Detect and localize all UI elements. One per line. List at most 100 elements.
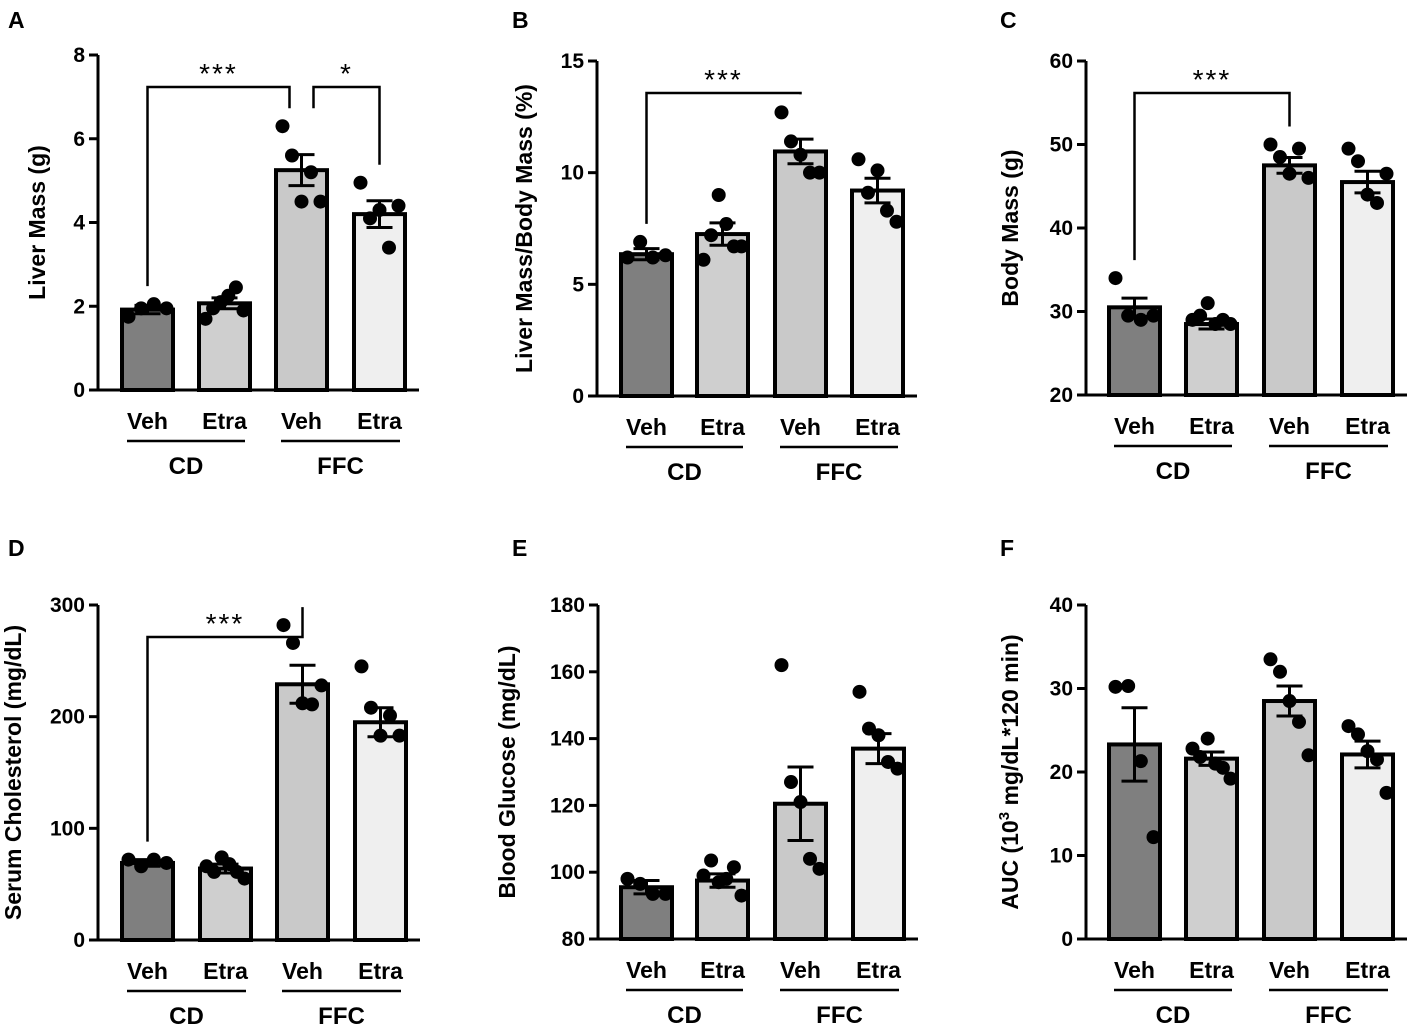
data-point-e-1-1: [704, 853, 719, 868]
bar-a-3: [352, 212, 407, 392]
group-label-b-1: FFC: [816, 459, 863, 486]
data-point-a-3-2: [372, 202, 387, 217]
data-point-c-3-2: [1360, 187, 1375, 202]
data-point-a-3-3: [382, 240, 396, 255]
panel-letter-b: B: [512, 7, 529, 33]
bar-b-2: [773, 149, 828, 398]
category-label-c-0: Veh: [1114, 413, 1155, 439]
data-point-b-0-0: [620, 250, 635, 265]
y-tick-label-f-0: 0: [1061, 928, 1073, 951]
bar-d-3: [353, 720, 408, 942]
y-tick-label-c-2: 40: [1050, 217, 1073, 240]
y-axis-label-main-f: AUC (10: [997, 820, 1023, 909]
bar-e-3: [851, 746, 906, 941]
y-tick-label-c-1: 30: [1050, 301, 1073, 324]
category-label-f-3: Etra: [1345, 957, 1390, 983]
data-point-b-1-2: [711, 188, 726, 202]
bar-c-2: [1262, 163, 1317, 397]
y-tick-label-d-1: 100: [50, 817, 85, 840]
data-point-a-0-0: [121, 309, 136, 324]
data-point-d-0-0: [121, 852, 136, 867]
data-point-f-2-2: [1282, 694, 1297, 709]
data-point-a-2-0: [275, 119, 290, 134]
data-point-d-0-2: [146, 852, 161, 867]
category-label-b-1: Etra: [700, 414, 745, 440]
panel-f: F AUC (103 mg/dL*120 min) 0 10 20 30 40 Veh Etra…: [996, 535, 1407, 1028]
data-point-e-2-0: [774, 658, 789, 673]
category-label-b-2: Veh: [780, 414, 821, 440]
data-point-c-3-3: [1370, 195, 1384, 210]
y-axis-label-d: Serum Cholesterol (mg/dL): [0, 625, 26, 920]
data-point-b-2-4: [812, 165, 827, 180]
data-point-c-0-2: [1133, 312, 1148, 327]
y-tick-label-e-4: 160: [550, 661, 585, 684]
panel-letter-a: A: [8, 7, 25, 33]
data-point-b-0-3: [658, 248, 673, 263]
data-point-d-3-2: [373, 728, 388, 743]
data-point-e-2-4: [812, 861, 827, 876]
data-point-e-3-2: [871, 728, 886, 743]
y-tick-label-f-3: 30: [1050, 678, 1073, 701]
bar-a-0: [120, 307, 175, 393]
data-point-d-0-1: [134, 859, 149, 874]
significance-label-a-0: ***: [199, 58, 238, 89]
bar-c-1: [1184, 322, 1239, 397]
group-label-c-1: FFC: [1305, 458, 1352, 485]
data-point-b-3-2: [870, 163, 885, 178]
data-point-c-2-1: [1273, 150, 1287, 165]
bar-f-1: [1184, 756, 1239, 942]
y-tick-label-e-0: 80: [562, 928, 585, 951]
group-label-d-1: FFC: [318, 1003, 365, 1028]
data-point-a-2-3: [304, 165, 318, 180]
data-point-e-1-3: [719, 871, 734, 886]
bar-d-2: [275, 682, 330, 942]
data-point-c-3-1: [1351, 154, 1365, 169]
data-point-c-0-1: [1121, 308, 1136, 323]
significance-bracket-a-1: *: [312, 58, 381, 165]
data-point-a-0-3: [159, 301, 174, 316]
data-point-b-3-1: [861, 185, 875, 200]
category-label-d-2: Veh: [282, 958, 323, 984]
data-point-a-1-4: [228, 280, 243, 295]
data-point-f-0-1: [1121, 678, 1136, 693]
data-point-b-1-0: [696, 252, 711, 267]
bar-d-0: [120, 860, 175, 943]
data-point-f-2-4: [1301, 748, 1316, 763]
data-point-c-3-4: [1379, 166, 1394, 181]
significance-label-d-0: ***: [206, 608, 245, 639]
y-tick-label-a-2: 4: [73, 212, 85, 235]
category-label-e-1: Etra: [700, 957, 745, 983]
data-point-e-2-1: [784, 775, 798, 790]
data-point-c-3-0: [1341, 141, 1356, 156]
y-tick-label-f-1: 10: [1050, 845, 1073, 868]
data-point-d-3-1: [364, 700, 378, 715]
category-label-a-0: Veh: [127, 408, 168, 434]
panel-a: A Liver Mass (g) 0 2 4 6 8 Veh Etra Veh Etra CD FFC *…: [8, 7, 419, 480]
data-point-a-2-1: [285, 148, 299, 163]
y-tick-label-c-4: 60: [1050, 50, 1073, 73]
data-point-d-2-0: [276, 618, 291, 633]
y-tick-label-b-1: 5: [572, 273, 584, 296]
data-point-a-3-1: [363, 211, 377, 226]
data-point-e-3-4: [890, 761, 905, 776]
category-label-a-2: Veh: [281, 408, 322, 434]
data-point-d-3-0: [354, 659, 369, 674]
category-label-d-0: Veh: [127, 958, 168, 984]
group-label-e-1: FFC: [816, 1002, 863, 1028]
category-label-f-0: Veh: [1114, 957, 1155, 983]
significance-bracket-c-0: ***: [1133, 64, 1291, 261]
data-point-e-1-0: [696, 868, 711, 883]
panel-letter-d: D: [8, 535, 25, 561]
y-tick-label-b-0: 0: [572, 385, 584, 408]
data-point-f-1-5: [1223, 771, 1238, 786]
y-tick-label-b-3: 15: [561, 50, 585, 73]
data-point-f-3-0: [1341, 719, 1356, 734]
bar-c-3: [1340, 180, 1395, 397]
data-point-a-3-0: [353, 175, 368, 190]
y-tick-label-f-2: 20: [1050, 761, 1073, 784]
y-axis-label-f: AUC (103 mg/dL*120 min): [996, 634, 1023, 909]
data-point-c-2-4: [1301, 170, 1316, 185]
category-label-e-3: Etra: [856, 957, 901, 983]
data-point-e-2-3: [803, 851, 817, 866]
y-tick-label-e-2: 120: [550, 794, 585, 817]
